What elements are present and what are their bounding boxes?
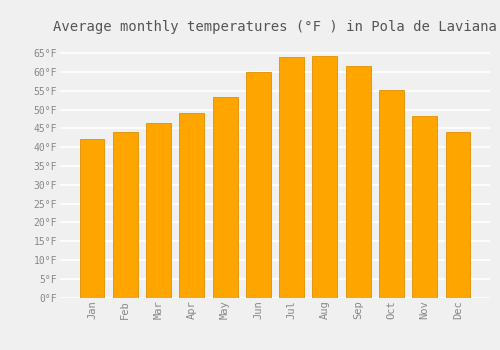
Bar xyxy=(212,97,238,298)
Bar xyxy=(446,132,470,298)
Bar xyxy=(312,56,338,298)
Title: Average monthly temperatures (°F ) in Pola de Laviana: Average monthly temperatures (°F ) in Po… xyxy=(53,20,497,34)
Bar xyxy=(246,72,271,298)
Bar xyxy=(113,132,138,298)
Bar xyxy=(180,113,204,297)
Bar xyxy=(379,90,404,298)
Bar xyxy=(80,139,104,298)
Bar xyxy=(146,123,171,298)
Bar xyxy=(412,117,437,298)
Bar xyxy=(346,66,370,297)
Bar xyxy=(279,57,304,298)
